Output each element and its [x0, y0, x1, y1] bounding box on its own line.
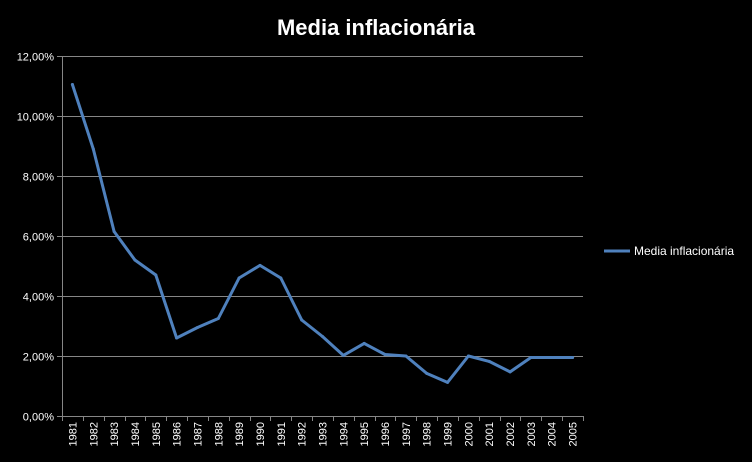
x-tick-label: 2001	[484, 422, 496, 446]
data-point	[70, 83, 74, 86]
data-point	[237, 276, 241, 280]
legend-label: Media inflacionária	[634, 244, 734, 258]
data-point	[529, 356, 533, 359]
x-tick-label: 1999	[443, 422, 455, 446]
x-tick-label: 1989	[234, 422, 246, 446]
data-point	[133, 258, 137, 262]
x-tick-label: 1988	[213, 422, 225, 446]
x-tick-label: 2000	[463, 422, 475, 446]
x-tick-label: 1998	[422, 422, 434, 446]
x-tick-label: 2005	[568, 422, 580, 446]
x-tick-label: 2004	[547, 422, 559, 446]
data-point	[550, 356, 554, 359]
y-tick-label: 10,00%	[17, 112, 55, 124]
data-point	[321, 335, 324, 338]
data-point	[341, 353, 345, 357]
x-tick-label: 1983	[109, 422, 121, 446]
data-point	[404, 354, 408, 358]
axes	[57, 56, 584, 421]
x-tick-label: 1986	[172, 422, 184, 446]
y-tick-label: 4,00%	[23, 292, 54, 304]
x-tick-labels: 1981 1982 1983 1984 1985 1986 1987 1988 1989 1990…	[67, 422, 579, 446]
data-point	[571, 356, 575, 359]
data-point	[300, 318, 304, 322]
data-point	[258, 263, 262, 267]
data-point	[175, 336, 179, 340]
y-tick-label: 12,00%	[17, 52, 55, 64]
x-tick-label: 1992	[297, 422, 309, 446]
y-tick-labels: 0,00% 2,00% 4,00% 6,00% 8,00% 10,00% 12,00%	[17, 52, 55, 424]
chart-title: Media inflacionária	[277, 15, 476, 40]
data-point	[487, 359, 491, 363]
data-point	[112, 230, 116, 233]
gridlines	[62, 56, 583, 357]
data-point	[216, 317, 220, 320]
legend: Media inflacionária	[604, 244, 734, 258]
x-tick-label: 1984	[130, 422, 142, 446]
x-tick-label: 1993	[318, 422, 330, 446]
data-point	[196, 326, 199, 329]
x-tick-label: 2003	[526, 422, 538, 446]
data-point	[425, 371, 429, 375]
y-tick-label: 2,00%	[23, 352, 54, 364]
data-point	[154, 273, 158, 277]
data-point	[466, 354, 470, 358]
x-tick-label: 1982	[88, 422, 100, 446]
data-point	[383, 353, 387, 356]
data-point	[91, 147, 95, 151]
series	[70, 83, 575, 384]
y-tick-label: 0,00%	[23, 412, 54, 424]
y-tick-label: 6,00%	[23, 232, 54, 244]
data-point	[446, 380, 449, 384]
x-tick-label: 2002	[505, 422, 517, 446]
x-tick-label: 1997	[401, 422, 413, 446]
x-tick-label: 1996	[380, 422, 392, 446]
x-tick-label: 1985	[151, 422, 163, 446]
x-tick-label: 1995	[359, 422, 371, 446]
x-tick-label: 1994	[338, 422, 350, 446]
x-tick-label: 1987	[192, 422, 204, 446]
data-point	[279, 276, 283, 280]
x-tick-label: 1990	[255, 422, 267, 446]
data-point	[508, 370, 512, 374]
data-point	[362, 341, 366, 345]
x-tick-label: 1981	[67, 422, 79, 446]
x-tick-label: 1991	[276, 422, 288, 446]
y-tick-label: 8,00%	[23, 172, 54, 184]
